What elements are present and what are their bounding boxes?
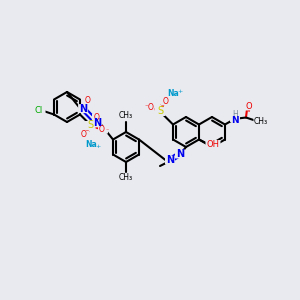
FancyBboxPatch shape [79,130,89,139]
Text: O: O [163,97,169,106]
Text: O: O [99,125,105,134]
Text: N: N [166,155,174,165]
Text: CH₃: CH₃ [119,112,133,121]
Text: CH₃: CH₃ [119,173,133,182]
FancyBboxPatch shape [118,112,134,121]
FancyBboxPatch shape [206,140,220,149]
Text: ⁻: ⁻ [105,129,109,134]
Text: O: O [84,96,90,105]
Text: +: + [95,144,101,149]
Text: O: O [246,102,252,111]
FancyBboxPatch shape [154,107,166,116]
Text: CH₃: CH₃ [254,117,268,126]
Text: Na: Na [167,89,179,98]
FancyBboxPatch shape [175,149,185,158]
Text: O: O [94,113,100,122]
FancyBboxPatch shape [143,103,155,112]
Text: N: N [231,116,239,125]
Text: O: O [81,130,87,139]
Text: OH: OH [206,140,220,149]
FancyBboxPatch shape [86,140,101,149]
FancyBboxPatch shape [82,97,92,105]
FancyBboxPatch shape [169,89,184,98]
Text: S: S [157,106,163,116]
Text: H: H [232,110,238,119]
FancyBboxPatch shape [254,117,268,126]
FancyBboxPatch shape [92,113,102,122]
Text: N: N [93,118,101,128]
Text: S: S [87,121,93,130]
Text: O: O [148,103,154,112]
FancyBboxPatch shape [244,103,254,110]
FancyBboxPatch shape [165,155,175,164]
FancyBboxPatch shape [32,106,46,115]
Text: ⁻: ⁻ [144,102,148,111]
FancyBboxPatch shape [85,121,95,130]
Text: N: N [79,103,87,114]
Text: +: + [177,89,183,94]
FancyBboxPatch shape [161,98,171,106]
FancyBboxPatch shape [78,104,88,113]
Text: N: N [176,149,184,159]
Text: Na: Na [85,140,97,149]
FancyBboxPatch shape [98,125,108,134]
FancyBboxPatch shape [118,173,134,182]
FancyBboxPatch shape [92,118,102,127]
Text: Cl: Cl [35,106,43,115]
FancyBboxPatch shape [230,113,240,122]
